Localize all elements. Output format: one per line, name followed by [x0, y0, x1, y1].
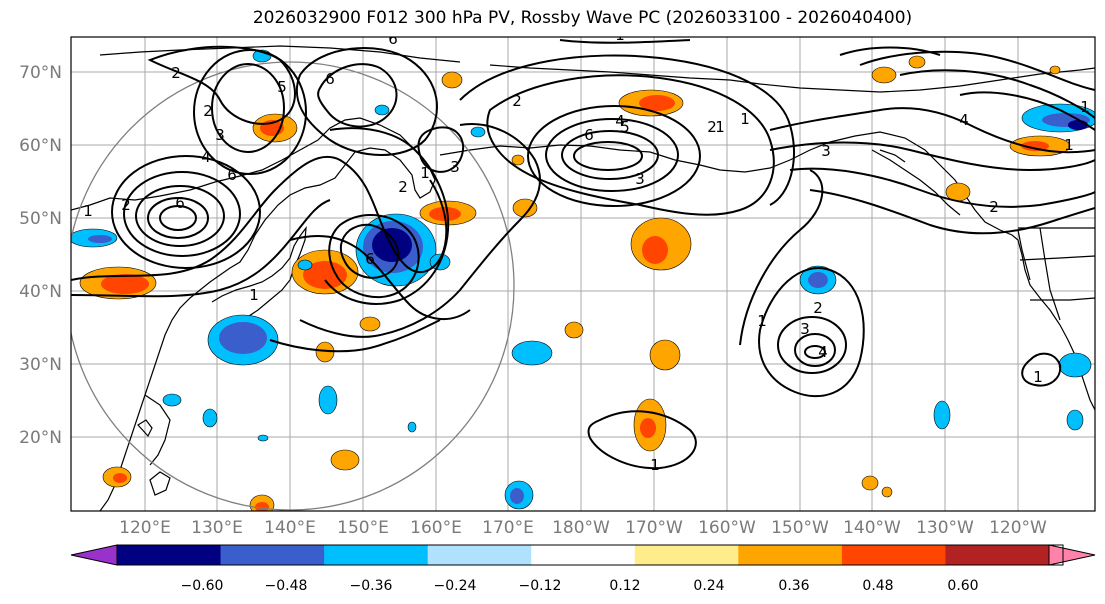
- colorbar-border: [116, 544, 1064, 566]
- contour-label: 2: [813, 299, 823, 317]
- lon-label: 120°E: [119, 518, 171, 538]
- lon-label: 160°W: [698, 518, 756, 538]
- contour-label: 3: [635, 170, 645, 188]
- colorbar-segment: [634, 545, 739, 565]
- contour-label: 2: [512, 92, 522, 110]
- colorbar-tick-label: −0.12: [519, 578, 562, 594]
- colorbar-segment: [220, 545, 325, 565]
- contour-label: 4: [201, 148, 211, 166]
- colorbar-extend-max: [1048, 544, 1096, 566]
- contour-label: 6: [325, 70, 335, 88]
- colorbar-tick-labels: −0.60 −0.48 −0.36 −0.24 −0.12 0.12 0.24 …: [181, 578, 979, 594]
- contour-label: 6: [584, 126, 594, 144]
- contour-label: 5: [620, 118, 630, 136]
- rossby-wave-circle: [71, 61, 515, 511]
- lat-label: 50°N: [19, 209, 62, 229]
- lon-label: 130°W: [916, 518, 974, 538]
- colorbar-tick-label: 0.24: [693, 578, 724, 594]
- contour-label: 2: [398, 178, 408, 196]
- contour-label: 2: [707, 118, 717, 136]
- contour-label: 3: [800, 320, 810, 338]
- map-border: [70, 36, 1096, 512]
- map-title: 2026032900 F012 300 hPa PV, Rossby Wave …: [252, 8, 913, 28]
- contour-label: 1: [615, 26, 625, 44]
- contour-label: 1: [1080, 98, 1090, 116]
- colorbar-segment: [738, 545, 843, 565]
- lon-label: 150°E: [337, 518, 389, 538]
- colorbar-segment: [841, 545, 946, 565]
- pv-anomaly-shading: [71, 49, 1095, 511]
- contour-label: 1: [1064, 136, 1074, 154]
- lat-label: 70°N: [19, 63, 62, 83]
- contour-label: 1: [650, 456, 660, 474]
- colorbar-tick-label: 0.12: [609, 578, 640, 594]
- pv-contours: [71, 39, 1095, 470]
- contour-label: 4: [818, 343, 828, 361]
- colorbar-segment: [945, 545, 1050, 565]
- colorbar-tick-label: −0.36: [350, 578, 393, 594]
- contour-label: 4: [959, 111, 969, 129]
- lon-label: 130°E: [191, 518, 243, 538]
- lat-label: 40°N: [19, 282, 62, 302]
- contour-label: 6: [175, 194, 185, 212]
- contour-label: 1: [420, 164, 430, 182]
- lon-label: 170°W: [625, 518, 683, 538]
- colorbar: −0.60 −0.48 −0.36 −0.24 −0.12 0.12 0.24 …: [70, 544, 1096, 594]
- contour-label: 3: [215, 126, 225, 144]
- lon-label: 160°E: [410, 518, 462, 538]
- lon-label: 140°E: [264, 518, 316, 538]
- contour-label: 3: [821, 142, 831, 160]
- contour-label: 1: [1033, 368, 1043, 386]
- coastlines: [71, 45, 1095, 511]
- contour-label: 6: [365, 250, 375, 268]
- lon-label: 180°W: [552, 518, 610, 538]
- latitude-labels: 70°N 60°N 50°N 40°N 30°N 20°N: [19, 63, 62, 448]
- longitude-labels: 120°E 130°E 140°E 150°E 160°E 170°E 180°…: [119, 518, 1047, 538]
- contour-label: 2: [121, 196, 131, 214]
- colorbar-tick-label: 0.36: [778, 578, 809, 594]
- lon-label: 170°E: [482, 518, 534, 538]
- contour-label: 1: [757, 312, 767, 330]
- contour-label: 1: [249, 286, 259, 304]
- contour-label: 1: [83, 202, 93, 220]
- contour-label: 2: [203, 102, 213, 120]
- colorbar-segments: [70, 544, 1096, 566]
- colorbar-extend-min: [70, 544, 118, 566]
- lon-label: 120°W: [989, 518, 1047, 538]
- colorbar-tick-label: −0.24: [434, 578, 477, 594]
- contour-label: 3: [450, 158, 460, 176]
- contour-label: 4: [615, 112, 625, 130]
- contour-label: 1: [715, 118, 725, 136]
- colorbar-tick-label: −0.48: [265, 578, 308, 594]
- lat-label: 20°N: [19, 428, 62, 448]
- contour-label: 1: [740, 110, 750, 128]
- colorbar-tick-label: 0.60: [947, 578, 978, 594]
- colorbar-segment: [427, 545, 532, 565]
- lat-label: 60°N: [19, 136, 62, 156]
- map-frame: [71, 37, 1095, 511]
- colorbar-segment: [117, 545, 222, 565]
- colorbar-segment: [324, 545, 429, 565]
- colorbar-tick-label: −0.60: [181, 578, 224, 594]
- contour-label: 6: [227, 166, 237, 184]
- contour-label: 6: [388, 30, 398, 48]
- contour-label: 2: [171, 64, 181, 82]
- contour-label: 2: [989, 198, 999, 216]
- contour-labels: 6 1 2 6 5 2 3 4 6 2 6 1 1 2 5 2 3 4 6 3 …: [83, 26, 1090, 474]
- lon-label: 140°W: [843, 518, 901, 538]
- lat-label: 30°N: [19, 355, 62, 375]
- lon-label: 150°W: [771, 518, 829, 538]
- colorbar-tick-label: 0.48: [862, 578, 893, 594]
- colorbar-segment: [531, 545, 636, 565]
- contour-label: 5: [277, 78, 287, 96]
